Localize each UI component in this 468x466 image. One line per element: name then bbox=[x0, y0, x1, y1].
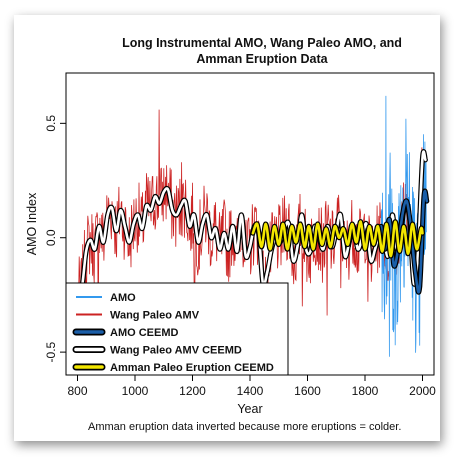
legend-label-4: Amman Paleo Eruption CEEMD bbox=[110, 362, 274, 374]
x-tick-label-2000: 2000 bbox=[409, 384, 436, 398]
legend-label-3: Wang Paleo AMV CEEMD bbox=[110, 345, 242, 357]
x-tick-label-1200: 1200 bbox=[179, 384, 206, 398]
chart-title-line1: Long Instrumental AMO, Wang Paleo AMO, a… bbox=[122, 36, 402, 50]
chart-footnote: Amman eruption data inverted because mor… bbox=[88, 421, 401, 433]
y-tick-label-2: 0.5 bbox=[44, 115, 58, 132]
legend: AMO Wang Paleo AMV AMO CEEMD Wang Paleo AMV… bbox=[65, 282, 289, 376]
smooth-line-amman-paleo-eruption-ceemd bbox=[251, 220, 424, 258]
x-tick-label-1600: 1600 bbox=[294, 384, 321, 398]
x-axis-label: Year bbox=[237, 402, 262, 416]
chart-svg: Long Instrumental AMO, Wang Paleo AMO, a… bbox=[25, 36, 436, 433]
legend-label-2: AMO CEEMD bbox=[110, 327, 179, 339]
x-tick-label-1400: 1400 bbox=[237, 384, 264, 398]
y-axis-label: AMO Index bbox=[25, 192, 39, 255]
y-tick-label-0: -0.5 bbox=[44, 341, 58, 362]
legend-label-0: AMO bbox=[110, 292, 136, 304]
smoothed-series-layer bbox=[75, 149, 430, 298]
raw-line-wang-paleo-amv bbox=[77, 109, 423, 337]
chart-figure: Long Instrumental AMO, Wang Paleo AMO, a… bbox=[14, 15, 440, 441]
legend-label-1: Wang Paleo AMV bbox=[110, 310, 200, 322]
x-tick-label-1000: 1000 bbox=[122, 384, 149, 398]
smooth-line-amo-ceemd bbox=[379, 189, 429, 294]
y-tick-label-1: 0.0 bbox=[44, 229, 58, 246]
x-tick-label-800: 800 bbox=[67, 384, 87, 398]
x-tick-label-1800: 1800 bbox=[352, 384, 379, 398]
chart-title-line2: Amman Eruption Data bbox=[196, 52, 328, 66]
axes: 800 1000 1200 1400 1600 1800 2000 -0.5 0.0 0.5 bbox=[44, 115, 436, 398]
